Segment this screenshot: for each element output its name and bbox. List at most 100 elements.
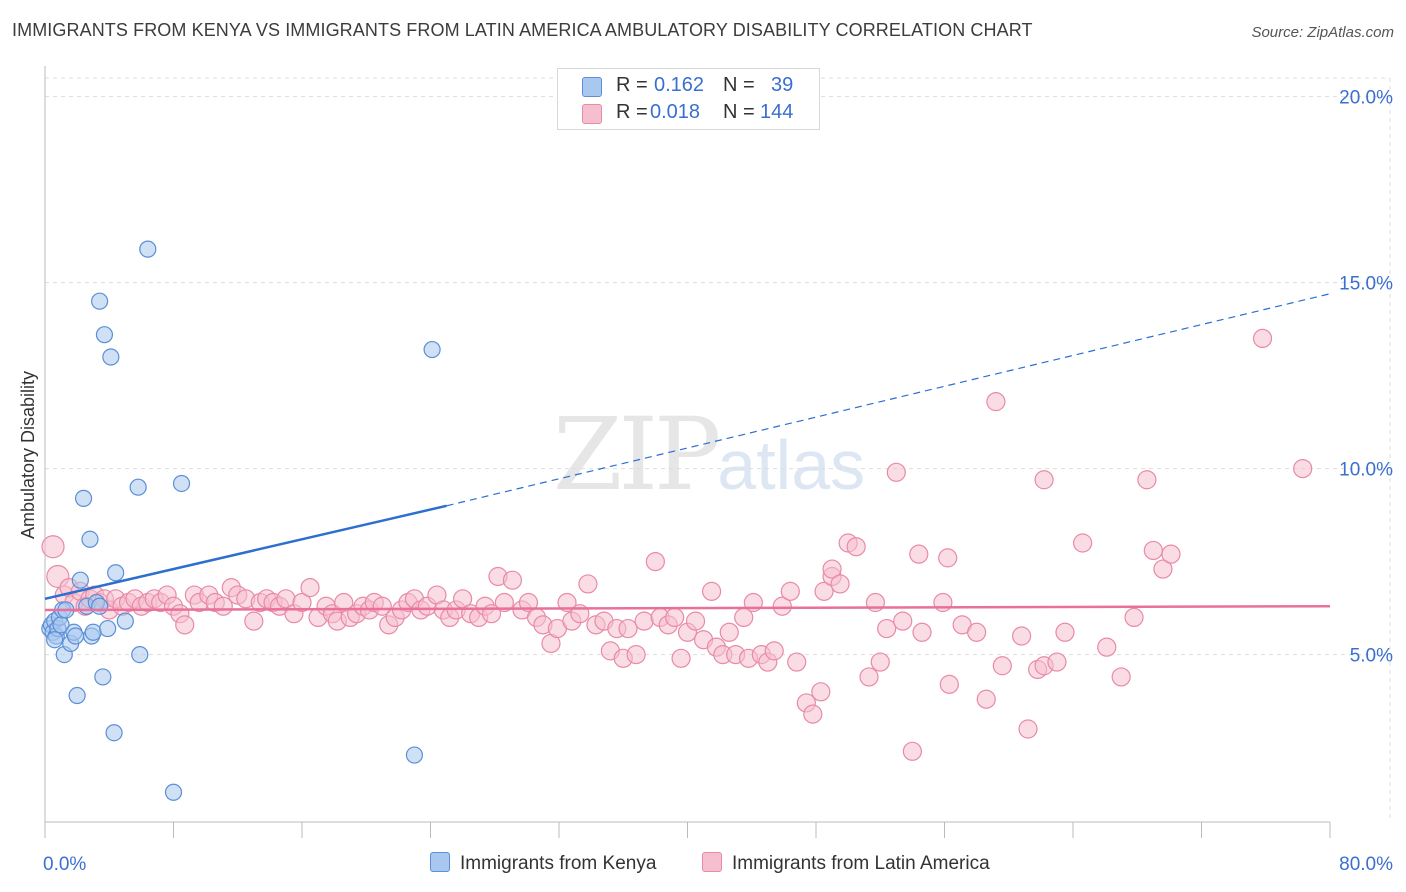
legend-r-value: 0.018 — [650, 101, 701, 123]
latam-point — [578, 574, 598, 594]
latam-point — [787, 652, 807, 672]
latam-point — [772, 596, 792, 616]
latam-point — [671, 648, 691, 668]
kenya-point — [84, 623, 102, 641]
latam-point — [618, 618, 638, 639]
latam-point — [1153, 559, 1173, 579]
latam-point — [1143, 540, 1163, 561]
latam-point — [518, 592, 539, 613]
bottom-legend-kenya-label: Immigrants from Kenya — [460, 853, 657, 874]
watermark-atlas: atlas — [717, 426, 866, 504]
kenya-point — [68, 686, 86, 705]
y-axis-label: Ambulatory Disability — [18, 371, 38, 539]
latam-point — [976, 689, 996, 709]
latam-point — [1047, 652, 1067, 672]
latam-point — [557, 592, 577, 613]
latam-point — [992, 656, 1012, 676]
y-tick-label: 5.0% — [1350, 646, 1393, 667]
kenya-point — [405, 746, 424, 764]
latam-point — [1073, 533, 1093, 553]
legend-n-value: 144 — [760, 101, 794, 123]
latam-point — [939, 674, 959, 694]
latam-point — [811, 682, 831, 702]
latam-point — [1018, 719, 1038, 739]
latam-point — [626, 644, 646, 665]
bottom-legend-latam: Immigrants from Latin America — [702, 852, 990, 875]
legend-r-value: 0.162 — [654, 74, 705, 96]
latam-point — [909, 544, 929, 564]
latam-swatch — [702, 852, 722, 872]
kenya-point — [99, 619, 117, 638]
kenya-point — [95, 326, 114, 344]
legend-r-label: R = — [616, 74, 648, 96]
legend-n-label: N = — [723, 74, 755, 96]
latam-point — [893, 611, 913, 631]
kenya-point — [107, 564, 125, 582]
bottom-legend-latam-label: Immigrants from Latin America — [732, 853, 990, 874]
trend-lines — [44, 293, 1331, 612]
latam-point — [502, 570, 523, 590]
latam-point — [244, 611, 264, 631]
latam-point — [846, 537, 866, 557]
kenya-trend-line-extension — [446, 293, 1331, 507]
latam-point — [1252, 328, 1273, 348]
legend-n-value: 39 — [771, 74, 794, 96]
bottom-legend-kenya: Immigrants from Kenya — [430, 852, 656, 875]
latam-point — [859, 667, 879, 687]
latam-point — [41, 535, 65, 559]
kenya-point — [423, 340, 441, 359]
latam-point — [372, 596, 392, 616]
kenya-swatch — [582, 77, 602, 97]
kenya-point — [74, 489, 93, 507]
latam-point — [886, 462, 906, 482]
kenya-point — [116, 612, 134, 630]
kenya-point — [81, 530, 99, 548]
source-label: Source: ZipAtlas.com — [1251, 24, 1394, 41]
kenya-point — [46, 631, 64, 649]
kenya-point — [71, 571, 89, 589]
latam-point — [175, 615, 195, 635]
kenya-point — [131, 645, 149, 664]
latam-point — [292, 592, 312, 613]
latam-point — [870, 652, 890, 672]
latam-swatch — [582, 104, 602, 124]
latam-point — [1055, 622, 1075, 642]
watermark-zip: ZIP — [553, 396, 721, 513]
latam-point — [300, 578, 320, 598]
latam-point — [494, 592, 514, 613]
latam-trend-line — [44, 604, 1331, 612]
kenya-point — [129, 478, 147, 496]
latam-point — [986, 392, 1006, 412]
latam-points — [41, 328, 1313, 761]
axis-labels: 5.0% 10.0% 15.0% 20.0% 0.0% 80.0% Ambulatory D… — [18, 88, 1393, 875]
y-tick-label: 15.0% — [1339, 274, 1393, 295]
kenya-points — [41, 240, 441, 801]
kenya-point — [164, 783, 183, 801]
latam-point — [902, 741, 922, 761]
latam-point — [764, 641, 784, 661]
y-tick-label: 10.0% — [1339, 460, 1393, 481]
x-tick-label-min: 0.0% — [43, 854, 86, 875]
x-tick-label-max: 80.0% — [1339, 854, 1393, 875]
latam-point — [912, 622, 932, 642]
latam-point — [1137, 470, 1157, 490]
chart-title: IMMIGRANTS FROM KENYA VS IMMIGRANTS FROM… — [12, 20, 1033, 40]
kenya-trend-line — [44, 504, 447, 601]
latam-point — [719, 622, 739, 642]
watermark: ZIPatlas — [553, 396, 865, 513]
latam-point — [1293, 459, 1313, 479]
latam-point — [1111, 667, 1131, 687]
latam-point — [685, 611, 706, 631]
legend-n-label: N = — [723, 101, 755, 123]
stats-legend: R = 0.162 N = 39 R = 0.018 N = 144 — [557, 68, 820, 130]
legend-r-label: R = — [616, 101, 648, 123]
kenya-point — [94, 668, 112, 686]
latam-point — [665, 607, 685, 628]
axes — [44, 66, 1331, 838]
latam-point — [1097, 637, 1117, 657]
kenya-point — [172, 474, 191, 493]
latam-point — [938, 548, 958, 568]
latam-point — [1124, 607, 1144, 628]
latam-point — [814, 581, 834, 601]
